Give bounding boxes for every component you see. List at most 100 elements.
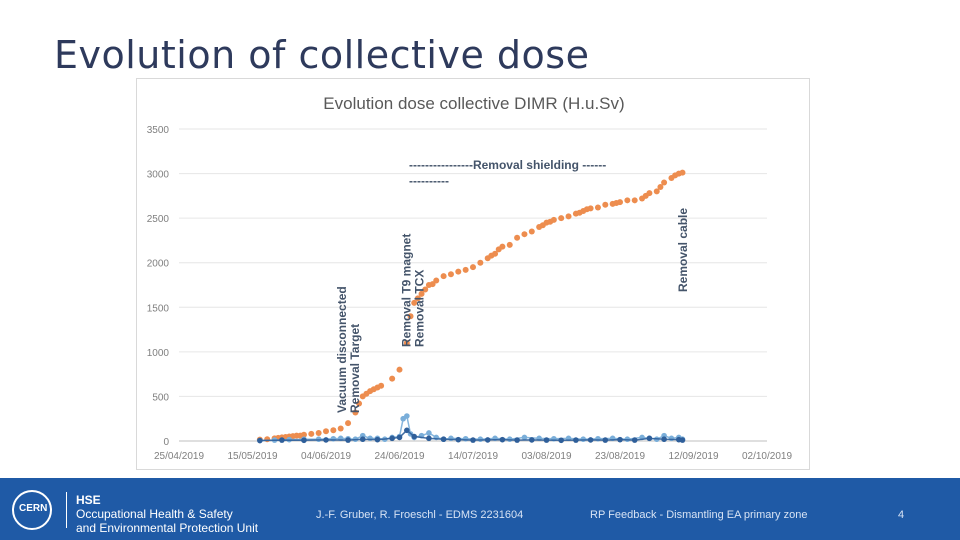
page-number: 4 [898,509,905,521]
data-point-cumulative [440,273,447,280]
data-point-cumulative [521,231,528,238]
data-point-rate [602,437,609,443]
cern-logo-text: CERN [19,503,48,514]
data-point-daily [367,435,373,442]
data-point-cumulative [470,264,476,271]
data-point-cumulative [550,216,557,223]
x-tick-label: 03/08/2019 [521,451,571,462]
data-point-daily [521,434,528,441]
data-point-cumulative [477,259,484,266]
page-title: Evolution of collective dose [54,33,590,77]
data-point-daily [477,436,484,443]
data-point-rate [514,437,520,443]
data-point-rate [587,437,594,443]
y-tick-label: 500 [152,392,169,403]
cern-logo-icon [12,490,52,530]
data-point-cumulative [631,197,638,204]
data-point-rate [529,437,535,443]
data-point-rate [484,437,491,443]
y-tick-label: 2000 [147,259,170,270]
hse-line-2: Occupational Health & Safety [76,507,233,521]
annotation-vacuum-target: Vacuum disconnected [335,286,349,413]
data-point-cumulative [414,295,421,302]
data-point-rate [396,434,403,441]
x-tick-label: 12/09/2019 [668,451,718,462]
data-point-cumulative [356,400,363,407]
data-point-cumulative [330,427,337,434]
data-point-cumulative [617,199,623,206]
hse-acronym: HSE [76,493,101,507]
data-point-cumulative [389,375,396,382]
data-point-cumulative [411,299,418,306]
data-point-rate [617,436,623,443]
y-tick-label: 3000 [147,170,170,181]
data-point-cumulative [661,179,668,186]
x-tick-label: 02/10/2019 [742,451,792,462]
data-point-cumulative [492,250,499,257]
data-point-cumulative [602,201,609,208]
data-point-rate [455,436,462,443]
data-point-cumulative [433,277,440,284]
data-point-cumulative [315,429,322,436]
data-point-cumulative [565,213,572,220]
x-tick-label: 25/04/2019 [154,451,204,462]
footer-divider [66,492,67,528]
data-point-cumulative [403,339,410,346]
series-line-0 [260,173,683,440]
hse-unit-label: HSE Occupational Health & Safety and Env… [76,493,258,535]
data-point-daily [426,430,432,436]
data-point-cumulative [455,268,462,275]
footer-authors: J.-F. Gruber, R. Froeschl - EDMS 2231604 [316,509,524,521]
data-point-cumulative [679,169,686,176]
data-point-cumulative [308,430,315,437]
y-tick-label: 1000 [147,348,170,359]
chart-title: Evolution dose collective DIMR (H.u.Sv) [323,94,624,113]
data-point-cumulative [506,241,513,248]
data-point-rate [470,437,476,443]
data-point-rate [345,437,351,443]
y-tick-label: 0 [163,437,169,448]
data-point-rate [543,437,550,443]
data-point-rate [301,437,307,444]
y-tick-label: 1500 [147,303,170,314]
data-point-cumulative [264,436,271,443]
annotation-shielding: ---------- [409,174,449,188]
annotation-cable: Removal cable [676,208,690,292]
annotation-shielding: ----------------Removal shielding ------ [409,158,606,172]
data-point-rate [389,435,395,442]
footer-center-label: RP Feedback - Dismantling EA primary zon… [590,509,808,521]
data-point-rate [573,437,579,443]
data-point-rate [558,437,564,444]
data-point-cumulative [447,271,454,278]
x-tick-label: 23/08/2019 [595,451,645,462]
dose-chart: Evolution dose collective DIMR (H.u.Sv) 0… [147,94,793,462]
data-point-rate [646,435,653,442]
data-point-rate [426,435,432,442]
hse-line-3: and Environmental Protection Unit [76,521,259,535]
data-point-cumulative [396,366,403,373]
y-tick-label: 3500 [147,125,170,136]
data-point-daily [462,435,469,442]
x-tick-label: 15/05/2019 [227,451,277,462]
data-point-cumulative [594,204,601,211]
data-point-cumulative [337,425,344,432]
data-point-rate [404,427,410,434]
data-point-cumulative [378,382,385,389]
data-point-cumulative [300,431,307,438]
data-point-cumulative [323,428,329,435]
data-point-daily [315,436,322,443]
data-point-cumulative [646,190,653,197]
data-point-cumulative [514,234,521,241]
data-point-rate [279,437,285,443]
data-point-rate [374,436,381,443]
data-point-rate [257,437,263,444]
series-line-1 [259,414,683,442]
x-tick-label: 14/07/2019 [448,451,498,462]
y-tick-label: 2500 [147,214,170,225]
annotation-vacuum-target: Removal Target [348,324,362,413]
data-point-cumulative [499,243,506,250]
data-point-cumulative [657,183,664,190]
data-point-daily [580,436,587,443]
data-point-cumulative [422,286,429,293]
chart-frame: Evolution dose collective DIMR (H.u.Sv) 0… [136,78,810,470]
